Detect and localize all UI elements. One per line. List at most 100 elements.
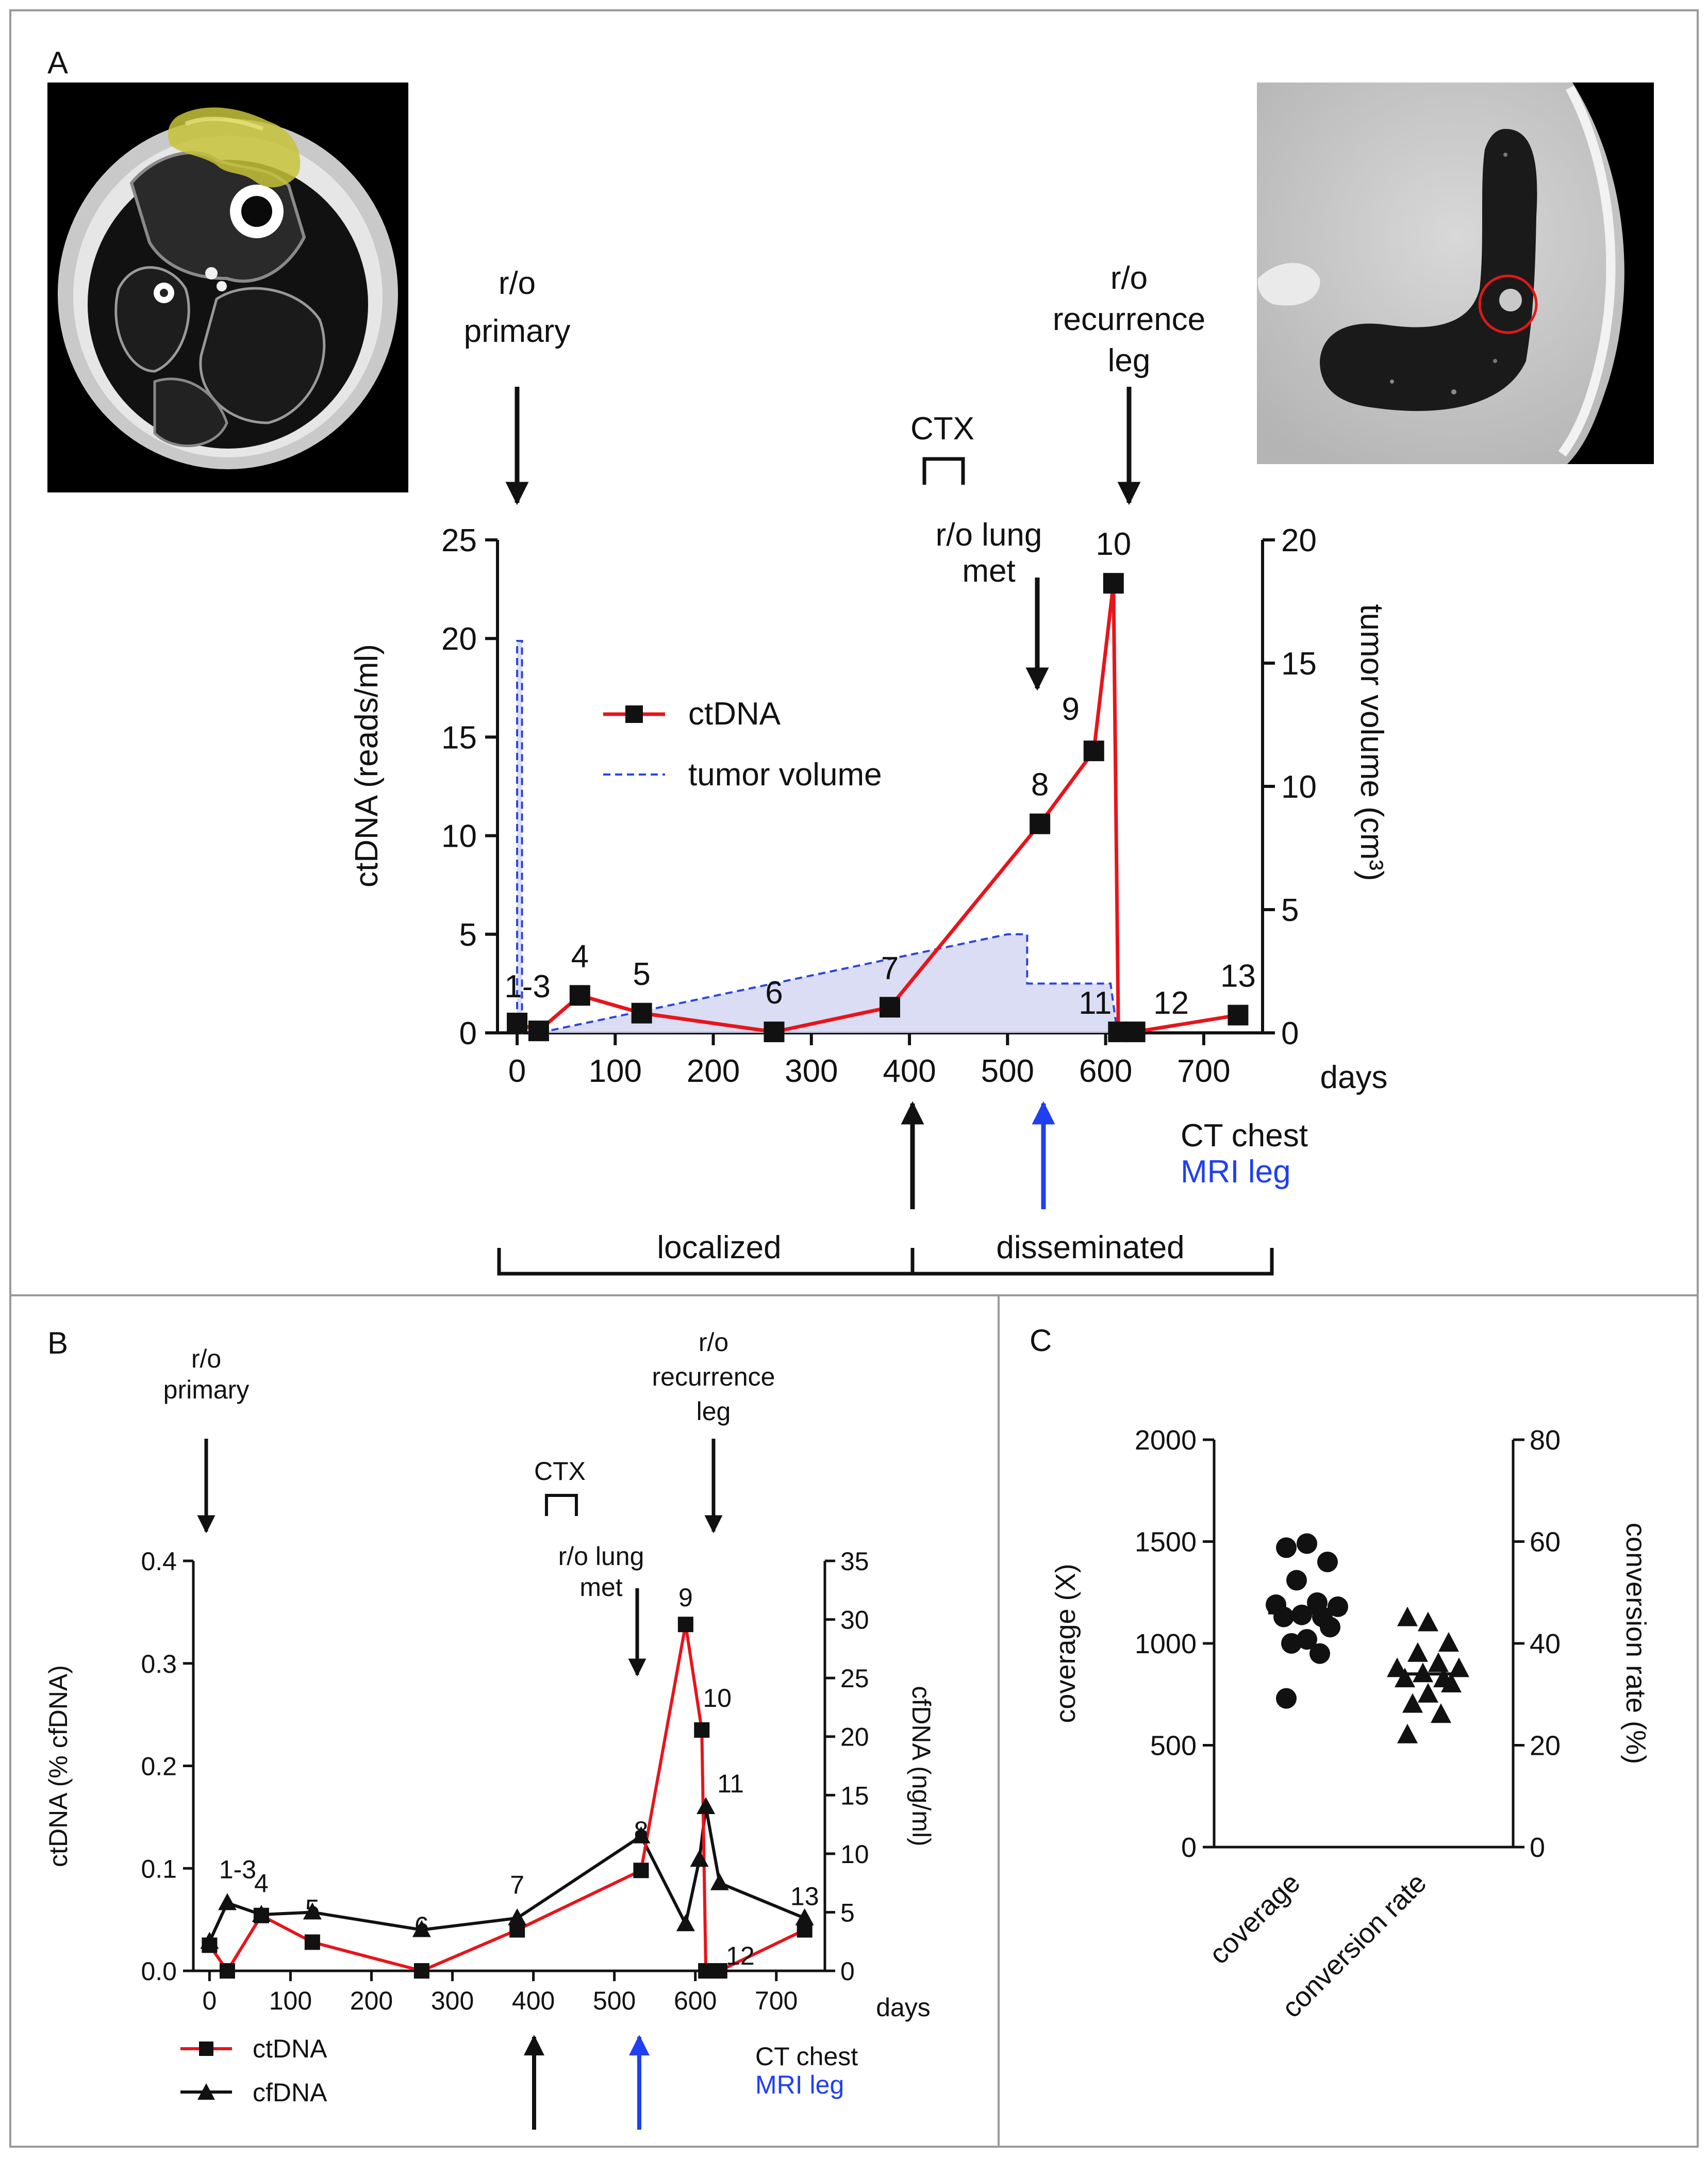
c-coverage-point (1281, 1633, 1302, 1654)
b-y-axis-title: ctDNA (% cfDNA) (44, 1665, 73, 1867)
a-event-primary-line1: r/o (499, 266, 536, 301)
a-event-ctx: CTX (910, 411, 974, 485)
b-cfdna-point (218, 1893, 237, 1911)
b-xtick-label: 600 (674, 1986, 717, 2015)
a-ctdna-point (1083, 740, 1104, 762)
a-ct-chest-label: CT chest (1181, 1118, 1308, 1154)
c-conversion-point (1428, 1652, 1449, 1672)
a-ytick-label: 20 (441, 621, 477, 657)
c-y2tick-label: 0 (1530, 1832, 1545, 1863)
a-ctdna-point (1228, 1005, 1249, 1026)
b-ctdna-point (633, 1863, 649, 1879)
a-tumor-volume-area (517, 640, 1118, 1033)
panel-frames (9, 9, 1699, 2148)
c-ytick-label: 500 (1150, 1731, 1197, 1761)
c-y2tick-label: 40 (1530, 1628, 1561, 1659)
b-ytick-label: 0.0 (141, 1957, 177, 1986)
b-point-label: 13 (790, 1882, 819, 1911)
b-cfdna-point (697, 1797, 716, 1814)
c-coverage-point (1320, 1617, 1340, 1638)
c-conversion-point (1397, 1606, 1418, 1626)
a-event-lungmet-line2: met (962, 553, 1015, 589)
a-ytick-label: 10 (441, 819, 477, 854)
b-point-label: 7 (510, 1871, 524, 1900)
c-conversion-point (1395, 1668, 1415, 1688)
b-x-axis-title: days (876, 1993, 931, 2022)
b-point-label: 6 (414, 1912, 429, 1940)
b-y2tick-label: 0 (840, 1957, 855, 1986)
b-y2tick-label: 35 (840, 1547, 869, 1576)
a-y2-axis-title: tumor volume (cm³) (1354, 604, 1389, 881)
b-xtick-label: 100 (269, 1986, 312, 2015)
b-event-lungmet-line1: r/o lung (558, 1542, 644, 1571)
b-xtick-label: 500 (593, 1986, 636, 2015)
b-ctdna-point (202, 1937, 218, 1953)
panel-b-chart: 0.0 0.1 0.2 0.3 0.4 0 5 10 15 20 25 30 35 0 100 200 30… (44, 1328, 936, 2130)
b-event-primary-line2: primary (163, 1375, 250, 1404)
a-ctdna-point (1103, 573, 1124, 594)
a-xtick-label: 100 (589, 1053, 642, 1089)
a-event-lungmet: r/o lung met (936, 517, 1049, 691)
b-ctdna-point (694, 1722, 710, 1738)
c-coverage-point (1276, 1688, 1297, 1709)
b-xtick-label: 0 (203, 1986, 217, 2015)
a-point-label: 8 (1031, 767, 1049, 803)
c-conversion-point (1413, 1662, 1433, 1683)
b-point-label: 12 (726, 1941, 755, 1970)
a-xtick-label: 600 (1079, 1053, 1132, 1089)
c-coverage-point (1286, 1570, 1307, 1591)
c-coverage-point (1276, 1537, 1297, 1558)
b-ctdna-point (253, 1907, 269, 1923)
a-xtick-label: 200 (687, 1053, 740, 1089)
a-xtick-label: 500 (981, 1053, 1034, 1089)
a-event-recur-line2: recurrence (1053, 302, 1205, 337)
a-ctdna-point (880, 997, 901, 1018)
b-y2tick-label: 25 (840, 1664, 869, 1693)
b-event-recur-line1: r/o (699, 1328, 728, 1357)
b-event-ctx: CTX (534, 1457, 586, 1516)
b-ytick-label: 0.2 (141, 1752, 177, 1781)
a-ctdna-point (764, 1022, 785, 1043)
b-point-label: 5 (305, 1894, 320, 1923)
a-legend-ctdna-marker (625, 705, 643, 723)
c-conversion-point (1397, 1723, 1418, 1743)
b-ctdna-point (304, 1934, 320, 1950)
b-event-lungmet: r/o lung met (558, 1542, 646, 1677)
a-point-label: 10 (1096, 526, 1131, 562)
b-event-ctx-bracket (545, 1494, 578, 1516)
a-y2tick-label: 5 (1281, 893, 1299, 928)
a-phase-disseminated: disseminated (996, 1230, 1184, 1265)
a-event-recur-line1: r/o (1110, 260, 1148, 296)
b-point-label: 4 (254, 1869, 269, 1898)
b-cfdna-point (412, 1920, 431, 1937)
c-conversion-point (1407, 1642, 1428, 1662)
b-cfdna-point (795, 1908, 814, 1925)
c-conversion-point (1431, 1703, 1451, 1723)
a-event-lungmet-line1: r/o lung (936, 517, 1042, 553)
c-y2-axis-title: conversion rate (%) (1620, 1523, 1651, 1764)
outer-frame (9, 9, 1699, 2148)
b-cfdna-point (676, 1914, 695, 1932)
b-ctdna-point (413, 1963, 429, 1979)
b-ytick-label: 0.1 (141, 1854, 177, 1883)
c-conversion-point (1402, 1693, 1423, 1713)
a-point-label: 1-3 (504, 969, 551, 1005)
c-category-coverage: coverage (1203, 1867, 1306, 1970)
c-conversion-point (1441, 1673, 1462, 1692)
a-xtick-label: 300 (785, 1053, 838, 1089)
b-ctdna-point (219, 1963, 235, 1979)
panel-label-c: C (1030, 1323, 1052, 1358)
b-event-recur-line2: recurrence (652, 1362, 775, 1391)
c-coverage-point (1328, 1596, 1348, 1617)
c-ytick-label: 1000 (1135, 1628, 1197, 1659)
b-ct-chest-label: CT chest (755, 2042, 858, 2071)
c-coverage-point (1297, 1533, 1317, 1554)
b-cfdna-point (690, 1850, 709, 1867)
a-point-label: 4 (571, 938, 589, 974)
b-cfdna-point (710, 1873, 729, 1890)
b-cfdna-point (303, 1902, 322, 1920)
b-point-label: 9 (678, 1583, 693, 1612)
panel-label-b: B (47, 1326, 68, 1360)
